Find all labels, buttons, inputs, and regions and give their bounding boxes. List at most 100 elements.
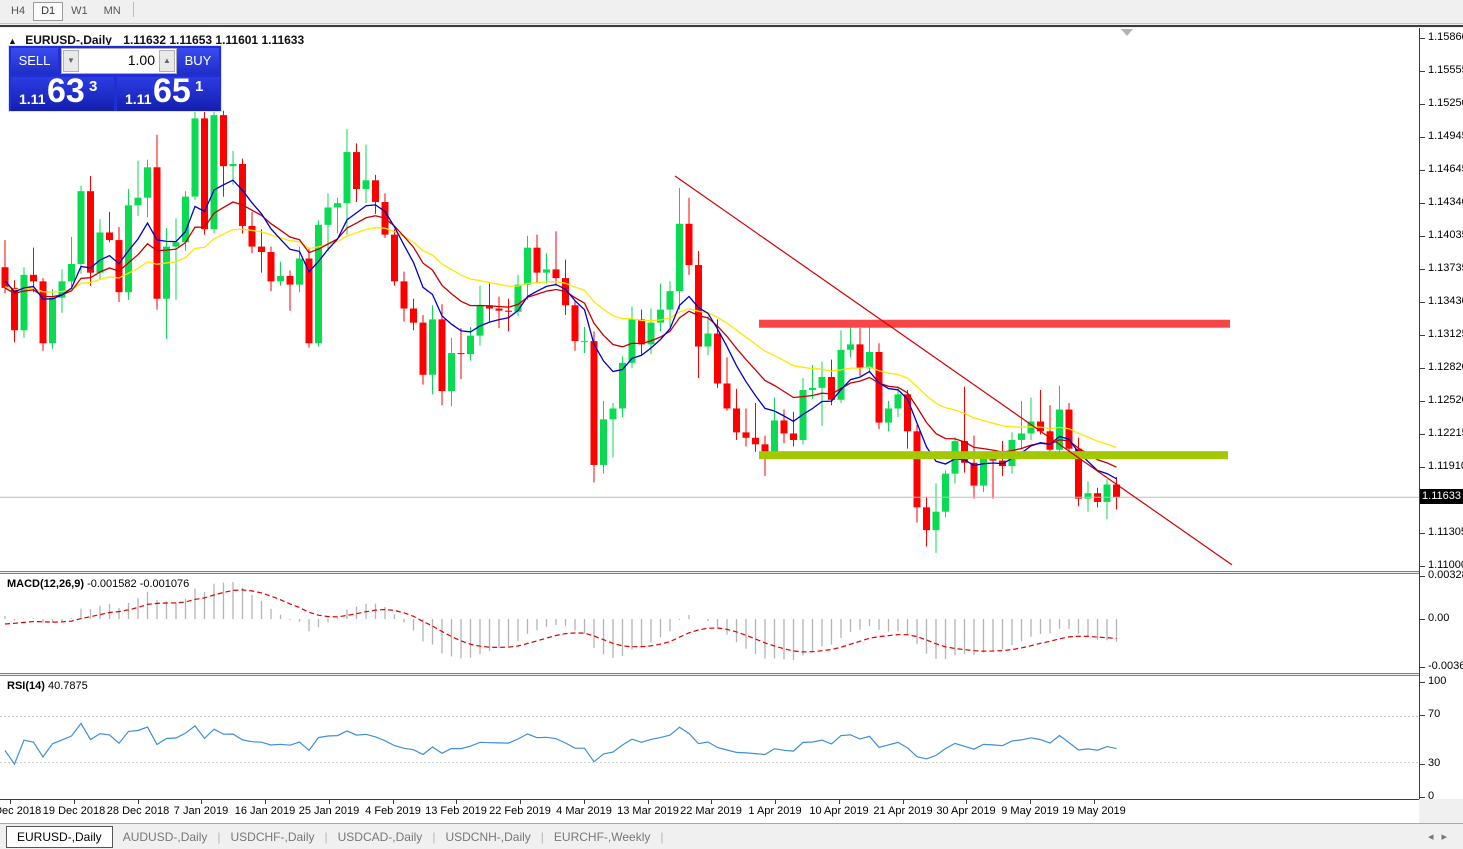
bid-price-big: 63 <box>47 72 85 110</box>
price-scale-tick <box>1420 400 1425 402</box>
chart-tab-usdchfdaily[interactable]: USDCHF-,Daily <box>230 830 315 844</box>
price-scale-tick <box>1420 236 1425 238</box>
rsi-scale-tick <box>1420 682 1425 683</box>
price-scale-tick <box>1420 38 1425 39</box>
price-scale-label: 1.13125 <box>1428 328 1463 341</box>
one-click-trade-panel: SELL ▼ 1.00 ▲ BUY 1.11 63 3 1.11 65 1 <box>8 45 222 112</box>
collapse-triangle-icon[interactable]: ▲ <box>8 36 17 46</box>
rsi-chart <box>0 716 1419 766</box>
price-scale-tick <box>1420 566 1425 567</box>
price-scale-label: 1.15250 <box>1428 97 1463 110</box>
date-axis-tick <box>520 800 521 804</box>
date-axis-label: 4 Mar 2019 <box>556 805 612 817</box>
timeframe-button-h4[interactable]: H4 <box>11 5 26 17</box>
date-axis-label: 19 Dec 2018 <box>42 805 106 817</box>
price-scale-label: 1.15860 <box>1428 31 1463 43</box>
bid-price-box[interactable]: 1.11 63 3 <box>11 72 114 111</box>
date-axis-label: 16 Jan 2019 <box>234 805 296 817</box>
tab-separator: | <box>432 830 436 844</box>
macd-indicator-panel: MACD(12,26,9) -0.001582 -0.001076 <box>0 574 1419 673</box>
macd-scale-label: 0.00 <box>1428 612 1450 624</box>
chart-tab-usdcaddaily[interactable]: USDCAD-,Daily <box>337 830 423 844</box>
tab-scroll-arrows[interactable]: ◂▸ <box>1428 830 1455 843</box>
macd-scale-tick <box>1420 619 1425 620</box>
panel-splitter[interactable] <box>0 673 1463 676</box>
date-axis-label: 1 Apr 2019 <box>748 805 802 817</box>
timeframe-button-mn[interactable]: MN <box>103 5 121 17</box>
price-scale-label: 1.13430 <box>1428 295 1463 307</box>
date-axis-tick <box>966 800 967 804</box>
price-scale-tick <box>1420 434 1425 435</box>
macd-scale-tick <box>1420 667 1425 668</box>
price-scale-tick <box>1420 71 1425 73</box>
bid-price-sup: 3 <box>89 78 98 95</box>
date-axis-tick <box>584 800 585 804</box>
ask-price-sup: 1 <box>195 78 204 95</box>
date-axis-tick <box>775 800 776 804</box>
date-axis-label: 10 Dec 2018 <box>0 805 42 817</box>
rsi-indicator-panel: RSI(14) 40.7875 <box>0 676 1419 799</box>
rsi-scale-label: 30 <box>1428 757 1441 769</box>
date-axis-label: 21 Apr 2019 <box>873 805 933 817</box>
date-axis-tick <box>1030 800 1031 804</box>
buy-button[interactable]: BUY <box>177 48 219 74</box>
date-axis-label: 10 Apr 2019 <box>809 805 869 817</box>
macd-scale-tick <box>1420 576 1425 577</box>
rsi-scale-tick <box>1420 797 1425 798</box>
date-axis-label: 30 Apr 2019 <box>936 805 996 817</box>
bid-price-prefix: 1.11 <box>19 91 46 107</box>
main-chart-area[interactable]: ▲ EURUSD-,Daily 1.11632 1.11653 1.11601 … <box>0 28 1419 571</box>
tab-separator: | <box>660 830 664 844</box>
price-scale: 1.15860 1.15555 1.15250 1.14945 1.14645 1.143… <box>1420 28 1463 802</box>
chart-tab-audusddaily[interactable]: AUDUSD-,Daily <box>122 830 208 844</box>
sell-button[interactable]: SELL <box>11 48 58 74</box>
ask-price-box[interactable]: 1.11 65 1 <box>117 72 220 111</box>
price-scale-tick <box>1420 170 1425 171</box>
date-axis-label: 7 Jan 2019 <box>173 805 229 817</box>
price-scale-label: 1.14945 <box>1428 130 1463 143</box>
price-scale-label: 1.11305 <box>1428 525 1463 538</box>
volume-stepper[interactable]: ▼ 1.00 ▲ <box>61 48 177 74</box>
chart-tab-eurchfweekly[interactable]: EURCHF-,Weekly <box>553 830 651 844</box>
price-scale-tick <box>1420 268 1425 270</box>
date-axis-label: 9 May 2019 <box>1001 805 1059 817</box>
volume-increase-button[interactable]: ▲ <box>159 50 175 72</box>
volume-decrease-button[interactable]: ▼ <box>63 50 79 72</box>
date-axis-tick <box>10 800 11 804</box>
macd-chart <box>4 581 1118 661</box>
tab-scroll-left-icon[interactable]: ◂ <box>1427 831 1442 843</box>
date-axis-label: 28 Dec 2018 <box>106 805 170 817</box>
candlestick-chart[interactable] <box>0 28 1419 571</box>
price-scale-tick <box>1420 203 1425 205</box>
tab-scroll-right-icon[interactable]: ▸ <box>1441 831 1455 843</box>
panel-splitter[interactable] <box>0 571 1463 574</box>
macd-scale-label: 0.003287 <box>1428 569 1463 581</box>
chart-tab-eurusddaily[interactable]: EURUSD-,Daily <box>6 826 113 848</box>
ask-price-big: 65 <box>153 72 191 110</box>
volume-input[interactable]: 1.00 <box>127 52 155 68</box>
date-axis-label: 19 May 2019 <box>1062 805 1126 817</box>
chart-tab-usdcnhdaily[interactable]: USDCNH-,Daily <box>445 830 531 844</box>
timeframe-button-w1[interactable]: W1 <box>71 5 88 17</box>
date-axis-label: 22 Mar 2019 <box>680 805 742 817</box>
price-scale-label: 1.14340 <box>1428 196 1463 209</box>
date-axis-tick <box>648 800 649 804</box>
price-scale-label: 1.12520 <box>1428 393 1463 406</box>
date-axis-tick <box>329 800 330 804</box>
rsi-value: 40.7875 <box>47 680 88 692</box>
price-scale-tick <box>1420 104 1425 106</box>
price-scale-label: 1.13735 <box>1428 261 1463 274</box>
date-axis-tick <box>138 800 139 804</box>
chart-shift-marker-icon[interactable] <box>1121 29 1133 36</box>
timeframe-button-d1[interactable]: D1 <box>33 2 64 21</box>
price-scale-tick <box>1420 302 1425 303</box>
rsi-scale-tick <box>1420 764 1425 765</box>
date-axis-label: 13 Mar 2019 <box>617 805 679 817</box>
rsi-scale-label: 70 <box>1428 708 1441 720</box>
macd-scale-label: -0.003659 <box>1428 660 1463 672</box>
date-axis-tick <box>1094 800 1095 804</box>
chart-symbol-label: EURUSD-,Daily <box>25 33 112 47</box>
macd-values: -0.001582 -0.001076 <box>87 578 190 590</box>
chart-frame-bottom <box>0 799 1419 800</box>
